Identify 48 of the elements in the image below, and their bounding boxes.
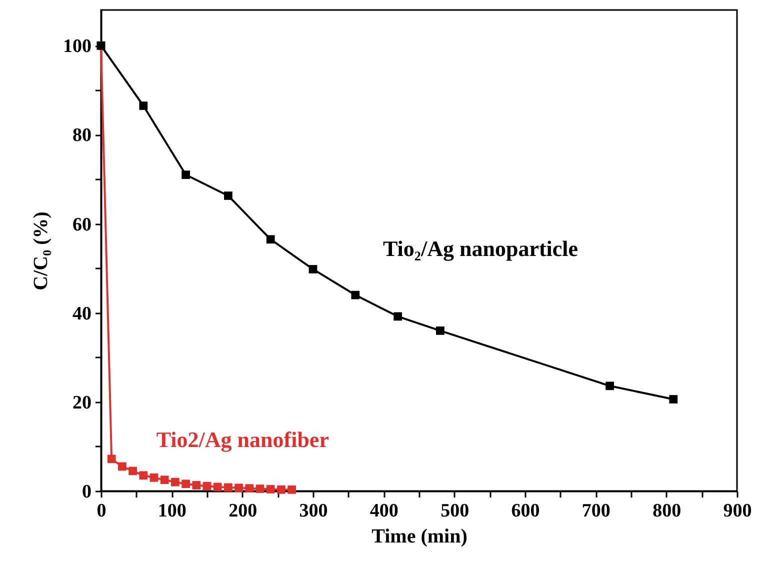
y-tick-label: 60 [72,214,92,236]
point [107,454,116,464]
point [245,484,254,493]
point [224,192,232,200]
point [606,382,614,390]
x-tick-label: 400 [370,500,398,522]
point [160,476,169,484]
point [308,265,318,274]
point [213,482,222,492]
y-tick-label: 80 [72,125,92,146]
y-tick-label: 20 [72,392,92,414]
series-label: Tio₂/Ag nanoparticle [383,236,578,262]
x-axis-title: Time (min) [372,526,468,548]
x-tick-label: 600 [511,500,540,522]
point [128,466,137,476]
point [139,471,148,480]
x-tick-label: 100 [158,500,186,522]
x-tick-label: 200 [228,500,258,522]
y-tick-label: 100 [63,36,92,58]
point [182,480,190,488]
point [266,485,275,494]
x-tick-label: 700 [582,500,610,522]
point [669,395,678,404]
y-axis-title: C/C₀ (%) [30,212,52,290]
y-tick-label: 40 [72,303,92,324]
x-tick-label: 300 [299,500,328,522]
point [436,326,444,335]
point [118,462,126,471]
point [224,483,232,492]
x-tick-label: 0 [96,500,106,522]
point [256,484,264,493]
point [192,481,201,490]
point [234,484,243,492]
x-tick-label: 500 [440,500,470,522]
x-tick-label: 800 [652,500,682,522]
series-label: Tio2/Ag nanofiber [156,427,330,452]
point [288,485,296,494]
point [351,290,360,300]
point [182,170,190,179]
point [394,312,402,321]
point [139,102,148,110]
y-tick-label: 0 [82,482,92,502]
point [277,485,286,494]
point [171,478,180,486]
point [266,235,275,244]
x-tick-label: 900 [723,500,752,522]
point [202,482,212,490]
point [150,473,158,482]
